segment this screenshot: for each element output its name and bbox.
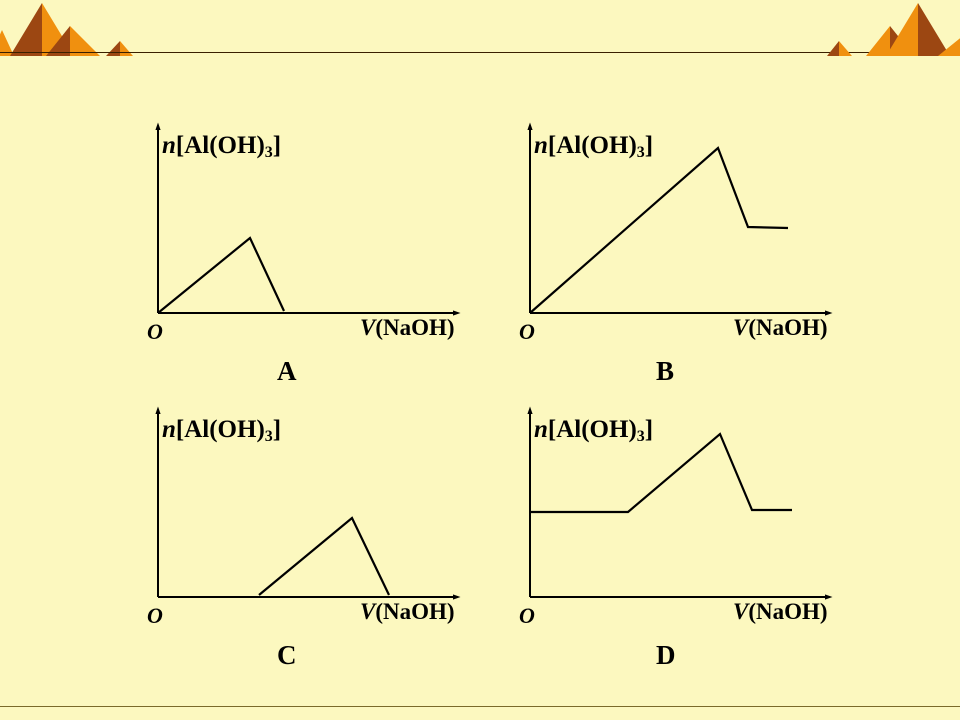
svg-text:O: O [147,603,163,628]
svg-text:n[Al(OH)3]: n[Al(OH)3] [534,416,653,445]
svg-text:n[Al(OH)3]: n[Al(OH)3] [534,132,653,161]
svg-text:n[Al(OH)3]: n[Al(OH)3] [162,416,281,445]
svg-text:D: D [656,640,676,670]
svg-text:A: A [277,356,297,386]
svg-text:O: O [519,319,535,344]
svg-text:n[Al(OH)3]: n[Al(OH)3] [162,132,281,161]
svg-text:V(NaOH): V(NaOH) [733,315,828,340]
svg-text:V(NaOH): V(NaOH) [733,599,828,624]
svg-text:B: B [656,356,674,386]
svg-text:O: O [147,319,163,344]
svg-text:V(NaOH): V(NaOH) [360,315,455,340]
svg-text:C: C [277,640,297,670]
svg-text:V(NaOH): V(NaOH) [360,599,455,624]
svg-text:O: O [519,603,535,628]
